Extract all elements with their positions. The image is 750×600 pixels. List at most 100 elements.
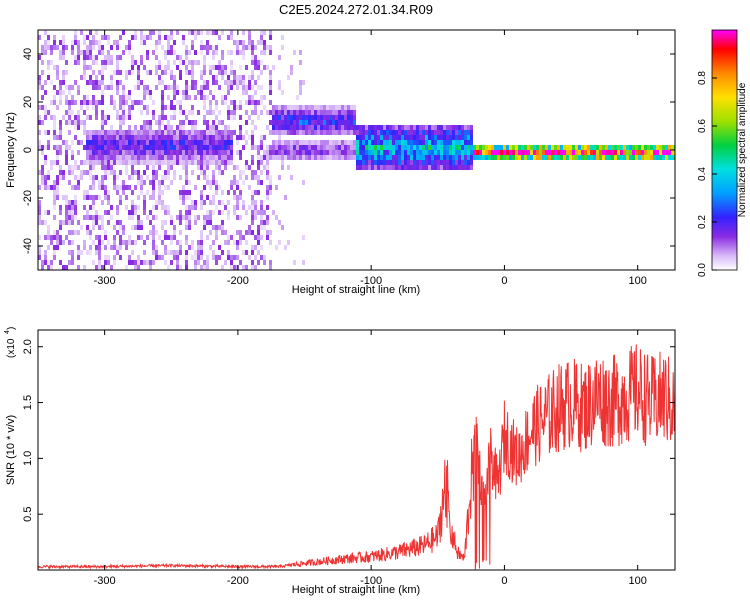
heatmap-cell: [191, 110, 194, 115]
heatmap-cell: [236, 185, 239, 190]
heatmap-cell: [221, 135, 224, 140]
heatmap-cell: [242, 80, 245, 85]
heatmap-cell: [602, 145, 605, 150]
heatmap-cell: [251, 120, 254, 125]
heatmap-cell: [38, 235, 41, 240]
heatmap-cell: [428, 165, 431, 170]
heatmap-cell: [92, 185, 95, 190]
heatmap-cell: [170, 150, 173, 155]
heatmap-cell: [218, 210, 221, 215]
heatmap-cell: [314, 115, 317, 120]
heatmap-cell: [380, 125, 383, 130]
heatmap-cell: [167, 185, 170, 190]
heatmap-cell: [56, 245, 59, 250]
heatmap-cell: [266, 45, 269, 50]
heatmap-cell: [203, 215, 206, 220]
heatmap-cell: [629, 150, 632, 155]
heatmap-cell: [410, 165, 413, 170]
heatmap-cell: [137, 175, 140, 180]
heatmap-cell: [416, 160, 419, 165]
heatmap-cell: [245, 175, 248, 180]
heatmap-cell: [131, 215, 134, 220]
heatmap-cell: [170, 130, 173, 135]
heatmap-cell: [224, 95, 227, 100]
heatmap-cell: [110, 205, 113, 210]
heatmap-cell: [200, 40, 203, 45]
heatmap-cell: [431, 135, 434, 140]
heatmap-cell: [161, 160, 164, 165]
heatmap-cell: [380, 135, 383, 140]
heatmap-cell: [185, 180, 188, 185]
heatmap-cell: [314, 155, 317, 160]
heatmap-cell: [92, 60, 95, 65]
heatmap-cell: [149, 90, 152, 95]
heatmap-cell: [164, 210, 167, 215]
heatmap-cell: [230, 145, 233, 150]
heatmap-cell: [203, 175, 206, 180]
heatmap-cell: [56, 160, 59, 165]
heatmap-cell: [89, 40, 92, 45]
heatmap-cell: [446, 125, 449, 130]
heatmap-cell: [518, 155, 521, 160]
heatmap-cell: [65, 195, 68, 200]
heatmap-cell: [296, 115, 299, 120]
heatmap-cell: [149, 135, 152, 140]
heatmap-cell: [134, 125, 137, 130]
heatmap-cell: [341, 125, 344, 130]
heatmap-cell: [254, 175, 257, 180]
heatmap-cell: [149, 95, 152, 100]
heatmap-cell: [137, 155, 140, 160]
heatmap-cell: [197, 255, 200, 260]
heatmap-cell: [107, 190, 110, 195]
heatmap-cell: [212, 200, 215, 205]
heatmap-cell: [215, 205, 218, 210]
heatmap-cell: [185, 90, 188, 95]
heatmap-cell: [206, 155, 209, 160]
heatmap-cell: [200, 135, 203, 140]
heatmap-cell: [71, 50, 74, 55]
heatmap-cell: [152, 50, 155, 55]
heatmap-cell: [176, 250, 179, 255]
heatmap-cell: [536, 145, 539, 150]
heatmap-cell: [179, 135, 182, 140]
heatmap-cell: [518, 145, 521, 150]
heatmap-cell: [347, 145, 350, 150]
heatmap-cell: [197, 150, 200, 155]
heatmap-cell: [164, 130, 167, 135]
heatmap-cell: [452, 135, 455, 140]
heatmap-cell: [152, 145, 155, 150]
heatmap-cell: [200, 95, 203, 100]
heatmap-cell: [104, 260, 107, 265]
heatmap-cell: [182, 140, 185, 145]
heatmap-cell: [623, 150, 626, 155]
heatmap-cell: [227, 255, 230, 260]
heatmap-cell: [242, 50, 245, 55]
heatmap-cell: [89, 170, 92, 175]
heatmap-cell: [128, 125, 131, 130]
heatmap-cell: [578, 150, 581, 155]
heatmap-cell: [158, 190, 161, 195]
heatmap-cell: [221, 75, 224, 80]
heatmap-cell: [281, 145, 284, 150]
heatmap-cell: [146, 85, 149, 90]
heatmap-cell: [335, 150, 338, 155]
heatmap-cell: [293, 120, 296, 125]
heatmap-cell: [188, 30, 191, 35]
heatmap-cell: [218, 170, 221, 175]
heatmap-cell: [86, 45, 89, 50]
heatmap-cell: [233, 105, 236, 110]
heatmap-cell: [83, 170, 86, 175]
heatmap-cell: [356, 130, 359, 135]
heatmap-cell: [299, 105, 302, 110]
heatmap-cell: [260, 205, 263, 210]
heatmap-cell: [89, 175, 92, 180]
heatmap-cell: [209, 180, 212, 185]
heatmap-cell: [434, 155, 437, 160]
heatmap-cell: [254, 45, 257, 50]
heatmap-cell: [314, 110, 317, 115]
heatmap-cell: [455, 150, 458, 155]
heatmap-cell: [104, 145, 107, 150]
heatmap-cell: [179, 140, 182, 145]
heatmap-cell: [248, 205, 251, 210]
heatmap-cell: [452, 155, 455, 160]
